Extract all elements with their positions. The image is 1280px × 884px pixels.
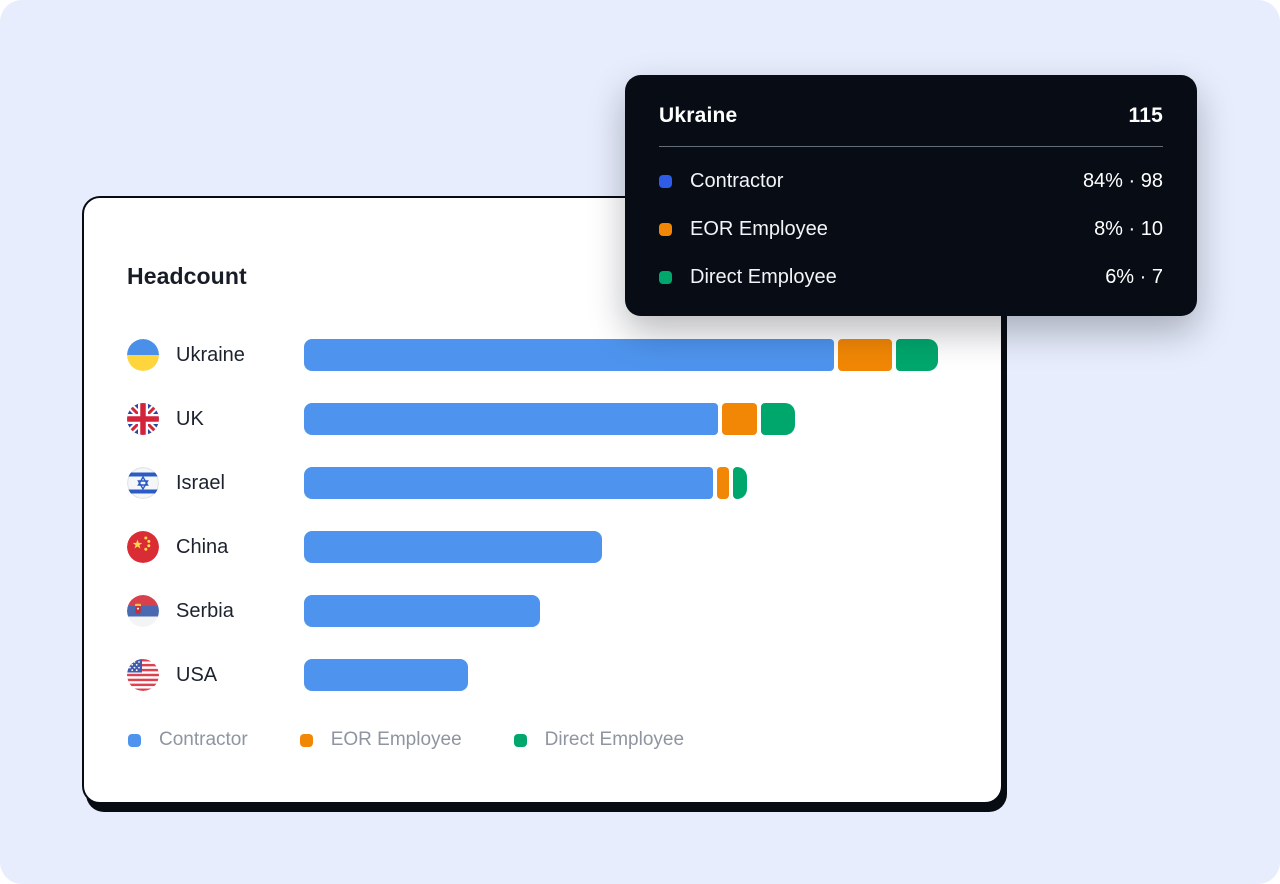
bar-track xyxy=(304,403,957,435)
flag-israel-icon xyxy=(127,467,159,499)
bar-segment-contractor[interactable] xyxy=(304,403,718,435)
bar-track xyxy=(304,595,957,627)
chart-row-serbia: Serbia xyxy=(127,579,957,643)
bar-segment-contractor[interactable] xyxy=(304,531,602,563)
legend-swatch-eor-employee xyxy=(299,733,313,747)
tooltip-row-direct-employee: Direct Employee 6% · 7 xyxy=(659,253,1163,301)
tooltip-row-label: Contractor xyxy=(690,169,784,192)
chart-row-uk: UK xyxy=(127,387,957,451)
tooltip-row-contractor: Contractor 84% · 98 xyxy=(659,157,1163,205)
bar-segment-eor-employee[interactable] xyxy=(838,339,892,371)
bar-segment-contractor[interactable] xyxy=(304,467,713,499)
flag-serbia-icon xyxy=(127,595,159,627)
tooltip-title: Ukraine xyxy=(659,104,738,127)
bar-segment-contractor[interactable] xyxy=(304,595,540,627)
bar-segment-eor-employee[interactable] xyxy=(722,403,757,435)
bar-segment-eor-employee[interactable] xyxy=(717,467,729,499)
tooltip-swatch-contractor xyxy=(659,174,672,188)
bar-track xyxy=(304,659,957,691)
legend-label: Direct Employee xyxy=(544,729,685,750)
country-label: Israel xyxy=(176,471,225,494)
tooltip-row-eor-employee: EOR Employee 8% · 10 xyxy=(659,205,1163,253)
country-label: UK xyxy=(176,407,204,430)
bar-track xyxy=(304,339,957,371)
tooltip-row-value: 6% · 7 xyxy=(1105,265,1163,288)
flag-ukraine-icon xyxy=(127,339,159,371)
tooltip-header: Ukraine 115 xyxy=(659,98,1163,134)
legend-item-direct-employee[interactable]: Direct Employee xyxy=(513,729,685,751)
legend-item-contractor[interactable]: Contractor xyxy=(128,729,248,751)
bar-track xyxy=(304,531,957,563)
tooltip-divider xyxy=(659,146,1163,147)
flag-usa-icon xyxy=(127,659,159,691)
chart-row-israel: Israel xyxy=(127,451,957,515)
bar-segment-direct-employee[interactable] xyxy=(733,467,747,499)
bar-segment-contractor[interactable] xyxy=(304,339,834,371)
country-label: China xyxy=(176,535,229,558)
bar-segment-contractor[interactable] xyxy=(304,659,468,691)
tooltip-total: 115 xyxy=(1128,104,1163,127)
bar-track xyxy=(304,467,957,499)
flag-uk-icon xyxy=(127,403,159,435)
tooltip-swatch-eor-employee xyxy=(659,222,672,236)
country-label: USA xyxy=(176,663,218,686)
tooltip-row-label: EOR Employee xyxy=(690,217,828,240)
bar-chart-rows: Ukraine UK Israel China Serbia USA xyxy=(127,323,957,707)
legend-swatch-contractor xyxy=(128,733,141,747)
bar-segment-direct-employee[interactable] xyxy=(761,403,795,435)
bar-segment-direct-employee[interactable] xyxy=(896,339,938,371)
legend-label: EOR Employee xyxy=(330,729,462,750)
tooltip-swatch-direct-employee xyxy=(659,270,672,284)
country-label: Ukraine xyxy=(176,343,245,366)
country-label: Serbia xyxy=(176,599,234,622)
tooltip-row-value: 84% · 98 xyxy=(1082,169,1163,192)
card-title: Headcount xyxy=(127,263,247,289)
chart-row-ukraine: Ukraine xyxy=(127,323,957,387)
tooltip-row-value: 8% · 10 xyxy=(1094,217,1163,240)
legend-label: Contractor xyxy=(159,729,248,750)
chart-row-usa: USA xyxy=(127,643,957,707)
legend-item-eor-employee[interactable]: EOR Employee xyxy=(299,729,462,751)
tooltip-row-label: Direct Employee xyxy=(690,265,837,288)
legend: Contractor EOR Employee Direct Employee xyxy=(127,729,957,751)
tooltip: Ukraine 115 Contractor 84% · 98 EOR Employ… xyxy=(625,75,1197,316)
chart-row-china: China xyxy=(127,515,957,579)
tooltip-rows: Contractor 84% · 98 EOR Employee 8% · 10 Dir… xyxy=(659,157,1163,301)
flag-china-icon xyxy=(127,531,159,563)
legend-swatch-direct-employee xyxy=(513,733,527,747)
